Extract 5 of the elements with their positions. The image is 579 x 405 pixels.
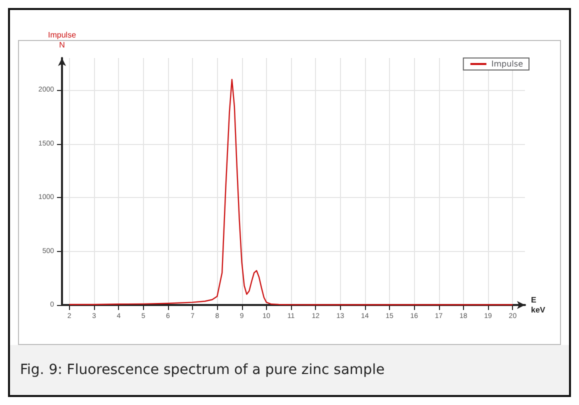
caption: Fig. 9: Fluorescence spectrum of a pure zinc sample: [20, 362, 385, 378]
x-axis-title: E keV: [531, 296, 546, 314]
y-axis-title: Impulse N: [48, 30, 77, 50]
line-series: [68, 78, 514, 306]
legend-label: Impulse: [491, 60, 524, 68]
